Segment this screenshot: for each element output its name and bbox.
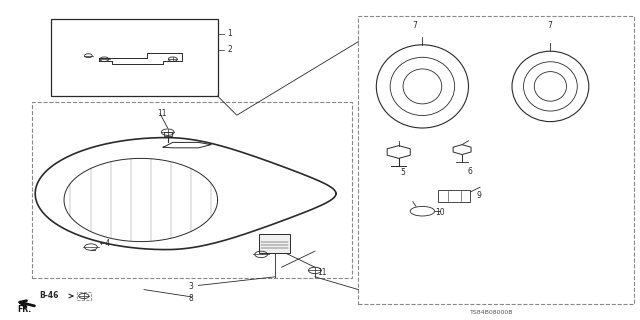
- Text: ←4: ←4: [272, 240, 284, 249]
- FancyArrowPatch shape: [20, 301, 35, 307]
- Bar: [164, 132, 172, 136]
- FancyArrowPatch shape: [69, 294, 73, 298]
- Text: 3: 3: [189, 282, 194, 291]
- Text: 6: 6: [467, 167, 472, 176]
- Text: 7: 7: [413, 21, 418, 30]
- Bar: [77, 292, 91, 300]
- Bar: [358, 16, 634, 304]
- Text: FR.: FR.: [17, 305, 31, 314]
- Bar: [438, 190, 470, 202]
- Text: 1: 1: [227, 29, 232, 38]
- Text: TS84B08000B: TS84B08000B: [470, 310, 514, 316]
- Bar: [32, 102, 352, 278]
- Text: 9: 9: [477, 191, 482, 200]
- Text: B-46: B-46: [40, 292, 59, 300]
- Text: 11: 11: [157, 109, 166, 118]
- Text: 2: 2: [227, 45, 232, 54]
- Text: ←4: ←4: [99, 239, 111, 248]
- Bar: [259, 234, 290, 253]
- Text: 11: 11: [317, 268, 326, 277]
- Text: 10: 10: [435, 208, 445, 217]
- Bar: [51, 19, 218, 96]
- Text: 7: 7: [547, 21, 552, 30]
- Text: 8: 8: [189, 294, 193, 303]
- Text: 5: 5: [400, 168, 405, 177]
